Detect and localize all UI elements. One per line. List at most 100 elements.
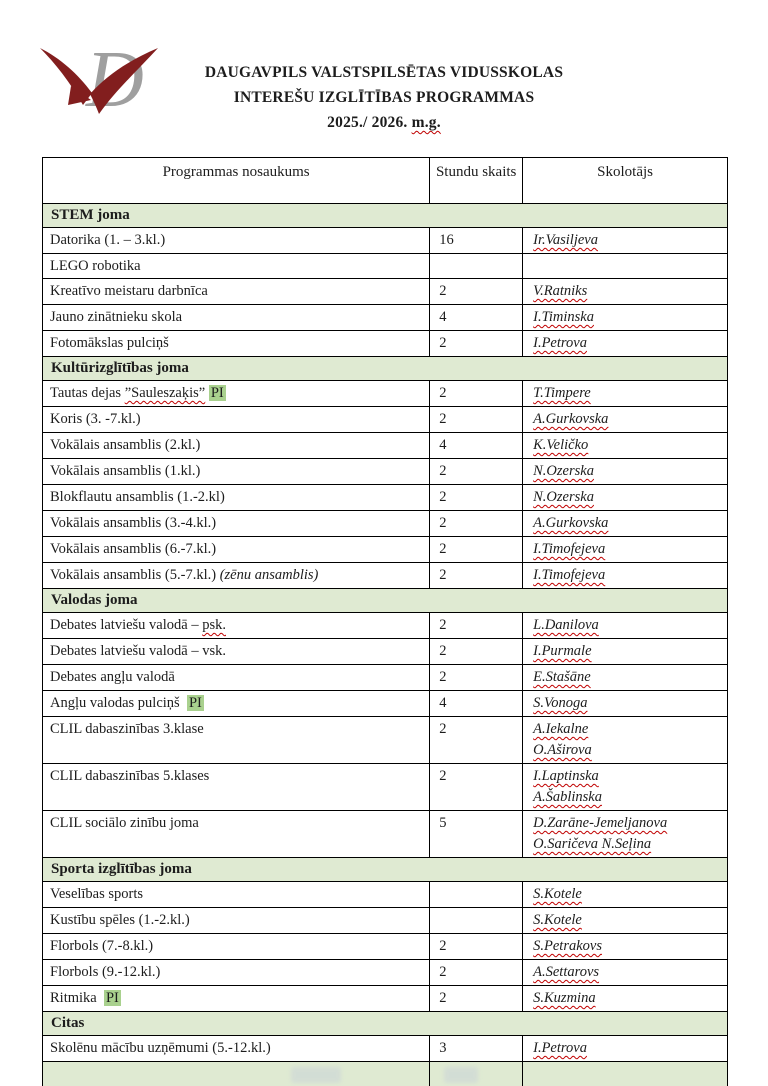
hours-cell: 16 [429,227,524,254]
program-name-cell: Debates angļu valodā [41,664,431,691]
hours-cell: 4 [429,304,524,331]
table-row: Skolēnu mācību uzņēmumi (5.-12.kl.) 3 I.Pe… [41,1035,728,1062]
title-line-2: INTEREŠU IZGLĪTĪBAS PROGRAMMAS [233,89,535,106]
program-name-text: Florbols (9.-12.kl.) [50,964,161,980]
program-name-cell: Angļu valodas pulciņš PI [41,690,431,717]
table-row: Florbols (7.-8.kl.) 2 S.Petrakovs [41,933,728,960]
program-name-text: Veselības sports [50,886,144,902]
program-name-text: Jauno zinātnieku skola [50,309,183,325]
teacher-name: Ir.Vasiljeva [533,232,598,248]
programs-table: Programmas nosaukums Stundu skaits Skolo… [41,157,728,1086]
hours-cell: 2 [429,510,524,537]
program-name-text: Angļu valodas pulciņš [50,695,187,711]
empty-cell [429,1061,524,1086]
teacher-name: A.Iekalne [533,721,589,737]
program-name-text: Koris (3. -7.kl.) [50,411,141,427]
hours-cell: 2 [429,484,524,511]
teacher-name: I.Timofejeva [533,567,606,583]
table-row: Fotomākslas pulciņš 2 I.Petrova [41,330,728,357]
program-name-text: (zēnu ansamblis) [219,567,319,583]
program-name-cell: Vokālais ansamblis (6.-7.kl.) [41,536,431,563]
program-name-text: Vokālais ansamblis (5.-7.kl.) [50,567,220,583]
teacher-cell: I.Timinska [522,304,728,331]
teacher-name: S.Vonoga [533,695,588,711]
teacher-cell: V.Ratniks [522,278,728,305]
hours-cell: 2 [429,716,524,764]
teacher-cell: S.Petrakovs [522,933,728,960]
col-header-program-name: Programmas nosaukums [41,157,431,204]
program-name-cell: Debates latviešu valodā – psk. [41,612,431,639]
teacher-name: O.Saričeva N.Seļina [533,836,652,852]
table-row: Angļu valodas pulciņš PI 4 S.Vonoga [41,690,728,717]
hours-cell: 4 [429,690,524,717]
program-name-text: Kreatīvo meistaru darbnīca [50,283,208,299]
teacher-name: I.Laptinska [533,768,599,784]
title-line-1: DAUGAVPILS VALSTSPILSĒTAS VIDUSSKOLAS [204,64,564,81]
program-name-text: Debates angļu valodā [50,669,175,685]
teacher-cell: N.Ozerska [522,458,728,485]
hours-cell: 2 [429,985,524,1012]
pi-badge: PI [208,385,226,401]
hours-cell [429,907,524,934]
school-logo-icon: D [40,36,158,122]
program-name-text: Vokālais ansamblis (1.kl.) [50,463,201,479]
program-name-cell: Ritmika PI [41,985,431,1012]
hours-cell [429,881,524,908]
hours-cell: 2 [429,612,524,639]
program-name-cell: Skolēnu mācību uzņēmumi (5.-12.kl.) [41,1035,431,1062]
program-name-text: CLIL dabaszinības 3.klase [50,721,204,737]
section-label: Sporta izglītības joma [42,857,728,882]
section-label: Kultūrizglītības joma [42,356,728,381]
teacher-cell: I.Timofejeva [522,562,728,589]
document-header: D DAUGAVPILS VALSTSPILSĒTAS VIDUSSKOLAS … [0,0,768,157]
hours-cell: 2 [429,933,524,960]
program-name-cell: Vokālais ansamblis (5.-7.kl.) (zēnu ansa… [41,562,431,589]
table-row: LEGO robotika [41,253,728,279]
program-name-cell: Fotomākslas pulciņš [41,330,431,357]
program-name-text: psk. [202,617,226,633]
hours-cell: 3 [429,1035,524,1062]
title-line-3: 2025./ 2026. m.g. [0,110,768,135]
teacher-name: A.Gurkovska [533,515,609,531]
title-year-mg: m.g. [411,114,441,131]
teacher-name: L.Danilova [533,617,599,633]
table-row: Veselības sports S.Kotele [41,881,728,908]
program-name-text: Vokālais ansamblis (2.kl.) [50,437,201,453]
program-name-text: CLIL dabaszinības 5.klases [50,768,210,784]
table-header-row: Programmas nosaukums Stundu skaits Skolo… [41,157,728,204]
teacher-cell [522,253,728,279]
program-name-cell: CLIL dabaszinības 5.klases [41,763,431,811]
teacher-cell: D.Zarāne-Jemeljanova O.Saričeva N.Seļina [522,810,728,858]
table-row: Tautas dejas ”Sauleszaķis” PI 2 T.Timpere [41,380,728,407]
teacher-name: S.Kuzmina [533,990,596,1006]
program-name-text: Kustību spēles (1.-2.kl.) [50,912,190,928]
section-label: Valodas joma [42,588,728,613]
hours-cell: 2 [429,664,524,691]
program-name-cell: Kreatīvo meistaru darbnīca [41,278,431,305]
program-name-cell: Kustību spēles (1.-2.kl.) [41,907,431,934]
teacher-cell: I.Purmale [522,638,728,665]
table-row: Vokālais ansamblis (5.-7.kl.) (zēnu ansa… [41,562,728,589]
teacher-cell: A.Gurkovska [522,406,728,433]
teacher-name: A.Šablinska [533,789,602,805]
hours-cell: 2 [429,278,524,305]
program-name-text: Vokālais ansamblis (3.-4.kl.) [50,515,217,531]
hours-cell: 2 [429,458,524,485]
teacher-cell: E.Stašāne [522,664,728,691]
teacher-name: A.Gurkovska [533,411,609,427]
empty-row [41,1061,728,1086]
teacher-cell: Ir.Vasiljeva [522,227,728,254]
program-name-cell: Blokflautu ansamblis (1.-2.kl) [41,484,431,511]
table-row: Jauno zinātnieku skola 4 I.Timinska [41,304,728,331]
program-name-cell: Florbols (7.-8.kl.) [41,933,431,960]
teacher-name: I.Purmale [533,643,592,659]
hours-cell: 2 [429,380,524,407]
program-name-cell: Tautas dejas ”Sauleszaķis” PI [41,380,431,407]
program-name-cell: Jauno zinātnieku skola [41,304,431,331]
teacher-cell: S.Kotele [522,907,728,934]
teacher-cell: K.Veličko [522,432,728,459]
teacher-name: K.Veličko [533,437,589,453]
teacher-name: S.Kotele [533,886,582,902]
hours-cell: 2 [429,406,524,433]
